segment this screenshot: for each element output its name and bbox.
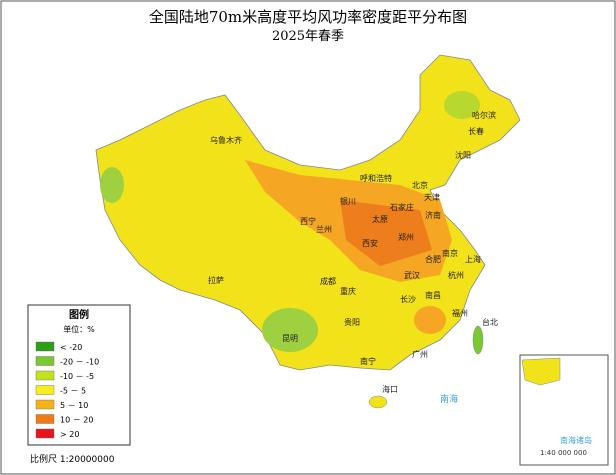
legend-unit: 单位：% [63, 324, 95, 334]
city: 重庆 [340, 286, 356, 296]
legend-label: -10 － -5 [60, 372, 94, 381]
city: 呼和浩特 [360, 173, 392, 183]
city-labels: 乌鲁木齐 哈尔滨 长春 沈阳 呼和浩特 北京 天津 银川 石家庄 太原 济南 西… [208, 110, 498, 394]
legend-swatch [35, 428, 55, 439]
city: 天津 [424, 192, 440, 202]
legend-label: > 20 [60, 430, 79, 439]
legend-swatch [35, 370, 55, 381]
city: 南京 [442, 248, 458, 258]
city: 沈阳 [455, 150, 471, 160]
legend-swatch [35, 385, 55, 395]
city: 石家庄 [390, 202, 414, 212]
legend-label: -5 － 5 [60, 387, 86, 396]
city: 长春 [468, 126, 484, 136]
city: 郑州 [398, 232, 414, 242]
city: 太原 [372, 214, 388, 224]
city: 南昌 [425, 290, 441, 300]
city: 海口 [382, 384, 398, 394]
city: 拉萨 [208, 275, 224, 285]
city: 合肥 [425, 254, 441, 264]
china-map [95, 54, 521, 409]
city: 长沙 [400, 294, 416, 304]
city: 银川 [340, 196, 356, 206]
legend-label: 5 － 10 [60, 401, 88, 410]
city: 福州 [452, 309, 468, 318]
legend-swatch [35, 414, 55, 424]
city: 哈尔滨 [472, 110, 496, 120]
city: 西安 [362, 238, 378, 248]
city: 上海 [465, 254, 481, 264]
legend-swatch [35, 356, 55, 366]
legend-label: < -20 [60, 343, 82, 352]
legend-swatch [35, 341, 55, 352]
city: 昆明 [282, 334, 298, 343]
title: 全国陆地70m米高度平均风功率密度距平分布图 [149, 8, 467, 26]
city: 济南 [425, 210, 441, 220]
legend-swatch [35, 399, 55, 410]
subtitle: 2025年春季 [272, 29, 344, 44]
city: 成都 [320, 276, 336, 286]
legend: 图例 单位：% < -20 -20 － -10 -10 － -5 -5 － 5 5 － … [27, 304, 131, 446]
inset: 南海诸岛 1:40 000 000 [519, 354, 609, 466]
city: 台北 [482, 317, 498, 327]
inset-scale: 1:40 000 000 [540, 449, 587, 457]
city: 兰州 [316, 224, 332, 234]
city: 乌鲁木齐 [210, 135, 242, 145]
legend-label: 10 － 20 [60, 416, 93, 425]
sea-label: 南海 [440, 393, 458, 405]
city: 南宁 [360, 356, 376, 366]
city: 武汉 [404, 270, 420, 280]
legend-label: -20 － -10 [60, 358, 99, 367]
city: 贵阳 [344, 317, 360, 327]
legend-title: 图例 [69, 308, 89, 321]
inset-label: 南海诸岛 [560, 435, 592, 445]
city: 广州 [412, 349, 428, 359]
city: 杭州 [448, 270, 464, 280]
scale-text: 比例尺 1:20000000 [30, 453, 115, 465]
city: 北京 [412, 180, 428, 190]
city: 西宁 [300, 216, 316, 226]
